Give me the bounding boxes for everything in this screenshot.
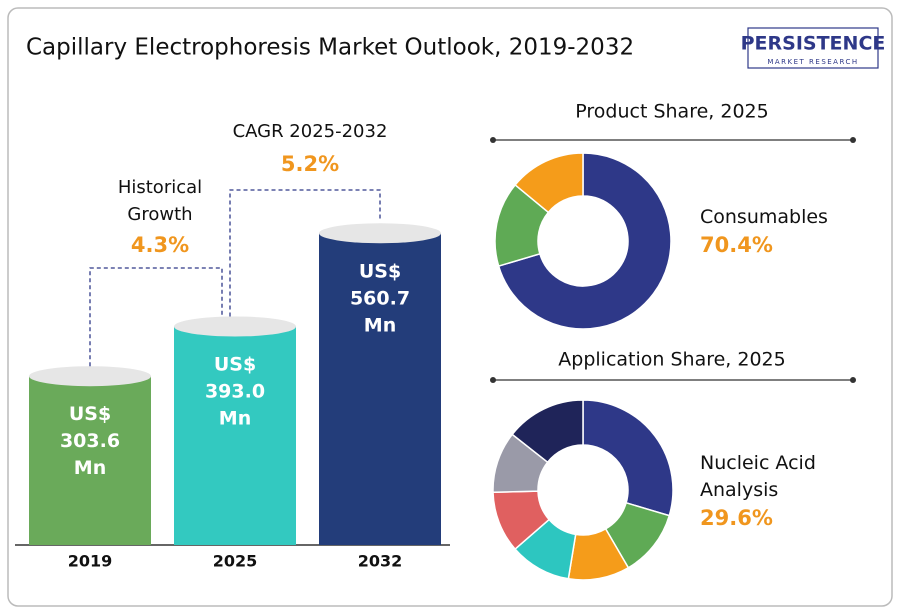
annotation-value: 4.3% — [131, 233, 189, 257]
slice-value: 29.6% — [700, 506, 773, 530]
connector — [89, 267, 223, 367]
slice-label: Nucleic Acid Analysis — [700, 452, 816, 501]
value-label: US$ 393.0 Mn — [205, 353, 265, 429]
title: Capillary Electrophoresis Market Outlook… — [26, 35, 634, 61]
annotation: CAGR 2025-2032 — [233, 121, 388, 142]
bar — [29, 376, 151, 545]
bar — [174, 326, 296, 545]
connector — [229, 189, 381, 317]
x-tick-label: 2032 — [358, 552, 403, 571]
bar-cap — [29, 366, 151, 387]
donut-slice — [511, 399, 584, 464]
annotation: Historical Growth — [118, 177, 202, 225]
value-label: US$ 560.7 Mn — [350, 260, 410, 336]
value-label: US$ 303.6 Mn — [60, 403, 120, 479]
slice-label: Consumables — [700, 206, 828, 228]
divider-dot — [490, 377, 496, 383]
annotation-value: 5.2% — [281, 152, 339, 176]
divider-dot — [850, 377, 856, 383]
logo-tagline: MARKET RESEARCH — [767, 58, 858, 66]
donut-title: Product Share, 2025 — [575, 101, 768, 123]
donut-title: Application Share, 2025 — [558, 349, 785, 371]
slice-value: 70.4% — [700, 233, 773, 257]
donut-slice — [497, 152, 672, 330]
bar-cap — [174, 316, 296, 337]
bar-cap — [319, 223, 441, 244]
logo-box — [747, 27, 879, 69]
x-tick-label: 2019 — [68, 552, 113, 571]
donut-slice — [514, 152, 584, 214]
divider-dot — [850, 137, 856, 143]
donut-slice — [582, 399, 674, 517]
bar — [319, 233, 441, 545]
logo-name: PERSISTENCE — [741, 33, 886, 55]
divider-dot — [490, 137, 496, 143]
x-tick-label: 2025 — [213, 552, 258, 571]
